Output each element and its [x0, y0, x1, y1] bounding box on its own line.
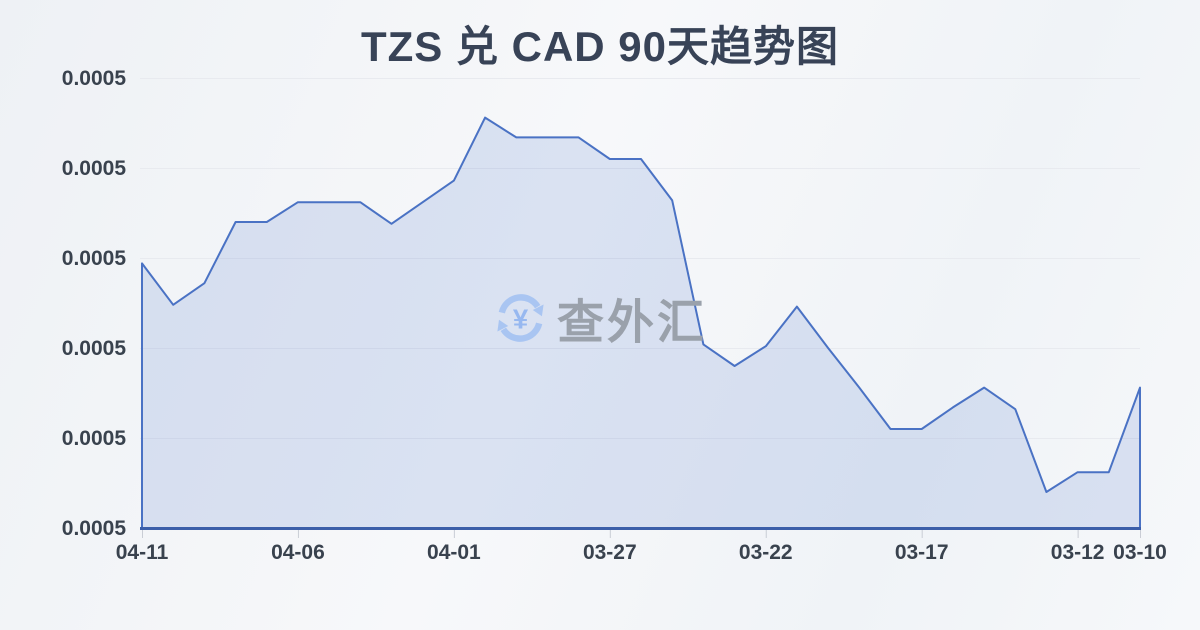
- x-tick-label: 03-17: [895, 541, 949, 564]
- x-tick-label: 04-06: [271, 541, 325, 564]
- y-tick-label: 0.0005: [62, 157, 127, 180]
- area-series-line: [141, 116, 1141, 529]
- area-fill: [142, 117, 1140, 528]
- x-tick-label: 03-10: [1113, 541, 1167, 564]
- x-tick-label: 03-12: [1051, 541, 1105, 564]
- y-tick-label: 0.0005: [62, 517, 127, 540]
- x-tick-label: 04-01: [427, 541, 481, 564]
- x-tick-label: 03-27: [583, 541, 637, 564]
- y-tick-label: 0.0005: [62, 337, 127, 360]
- x-tick-label: 03-22: [739, 541, 793, 564]
- y-tick-label: 0.0005: [62, 67, 127, 90]
- y-tick-label: 0.0005: [62, 247, 127, 270]
- chart-title: TZS 兑 CAD 90天趋势图: [360, 23, 840, 70]
- x-tick-label: 04-11: [116, 541, 169, 564]
- y-tick-label: 0.0005: [62, 427, 127, 450]
